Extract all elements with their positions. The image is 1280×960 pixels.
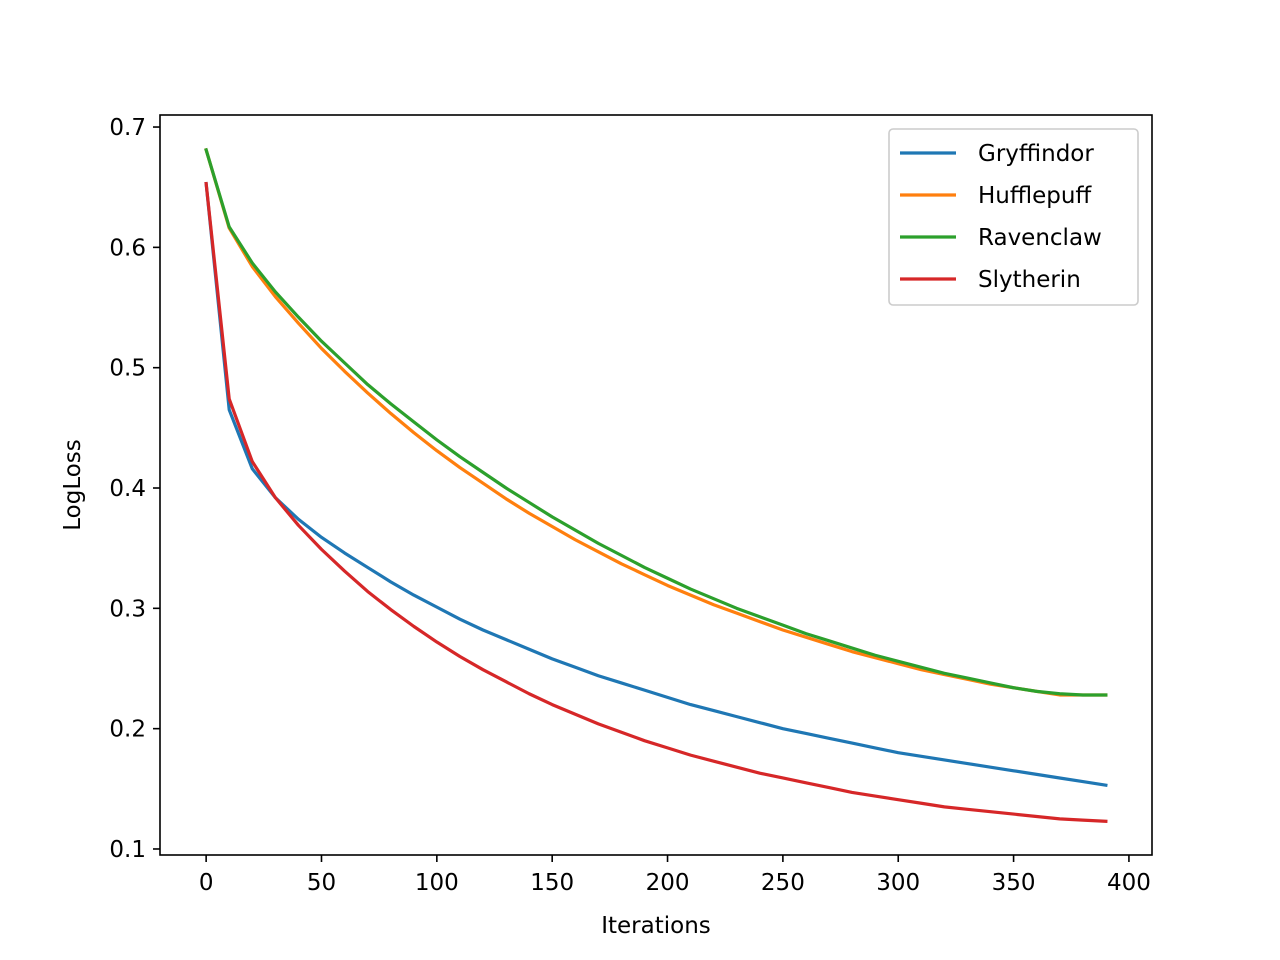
x-axis: 0 50 100 150 200 250 300 350 400: [199, 855, 1151, 896]
series-line-slytherin: [204, 181, 1108, 823]
x-tick-label: 150: [530, 870, 574, 896]
y-axis: 0.1 0.2 0.3 0.4 0.5 0.6 0.7: [109, 115, 160, 863]
y-tick-label: 0.6: [109, 235, 146, 261]
legend: Gryffindor Hufflepuff Ravenclaw Slytherin: [888, 128, 1139, 306]
x-tick-label: 100: [415, 870, 459, 896]
y-axis-label: LogLoss: [60, 439, 86, 531]
axes-frame: [159, 114, 1153, 856]
y-tick-label: 0.3: [109, 596, 146, 622]
legend-box: [888, 128, 1139, 306]
series-line-gryffindor: [204, 181, 1108, 788]
x-tick-label: 50: [307, 870, 336, 896]
x-tick-label: 0: [199, 870, 214, 896]
legend-label: Hufflepuff: [978, 183, 1092, 209]
x-axis-label: Iterations: [601, 913, 711, 939]
x-tick-label: 350: [992, 870, 1036, 896]
legend-label: Ravenclaw: [978, 225, 1102, 251]
y-tick-label: 0.4: [109, 476, 146, 502]
y-tick-label: 0.5: [109, 356, 146, 382]
legend-label: Gryffindor: [978, 141, 1094, 167]
y-tick-label: 0.2: [109, 717, 146, 743]
x-tick-label: 200: [646, 870, 690, 896]
plot-area: [204, 147, 1108, 823]
x-tick-label: 300: [876, 870, 920, 896]
y-tick-label: 0.7: [109, 115, 146, 141]
y-tick-label: 0.1: [109, 837, 146, 863]
series-line-ravenclaw: [204, 147, 1108, 697]
legend-label: Slytherin: [978, 267, 1081, 293]
x-tick-label: 250: [761, 870, 805, 896]
x-tick-label: 400: [1107, 870, 1151, 896]
